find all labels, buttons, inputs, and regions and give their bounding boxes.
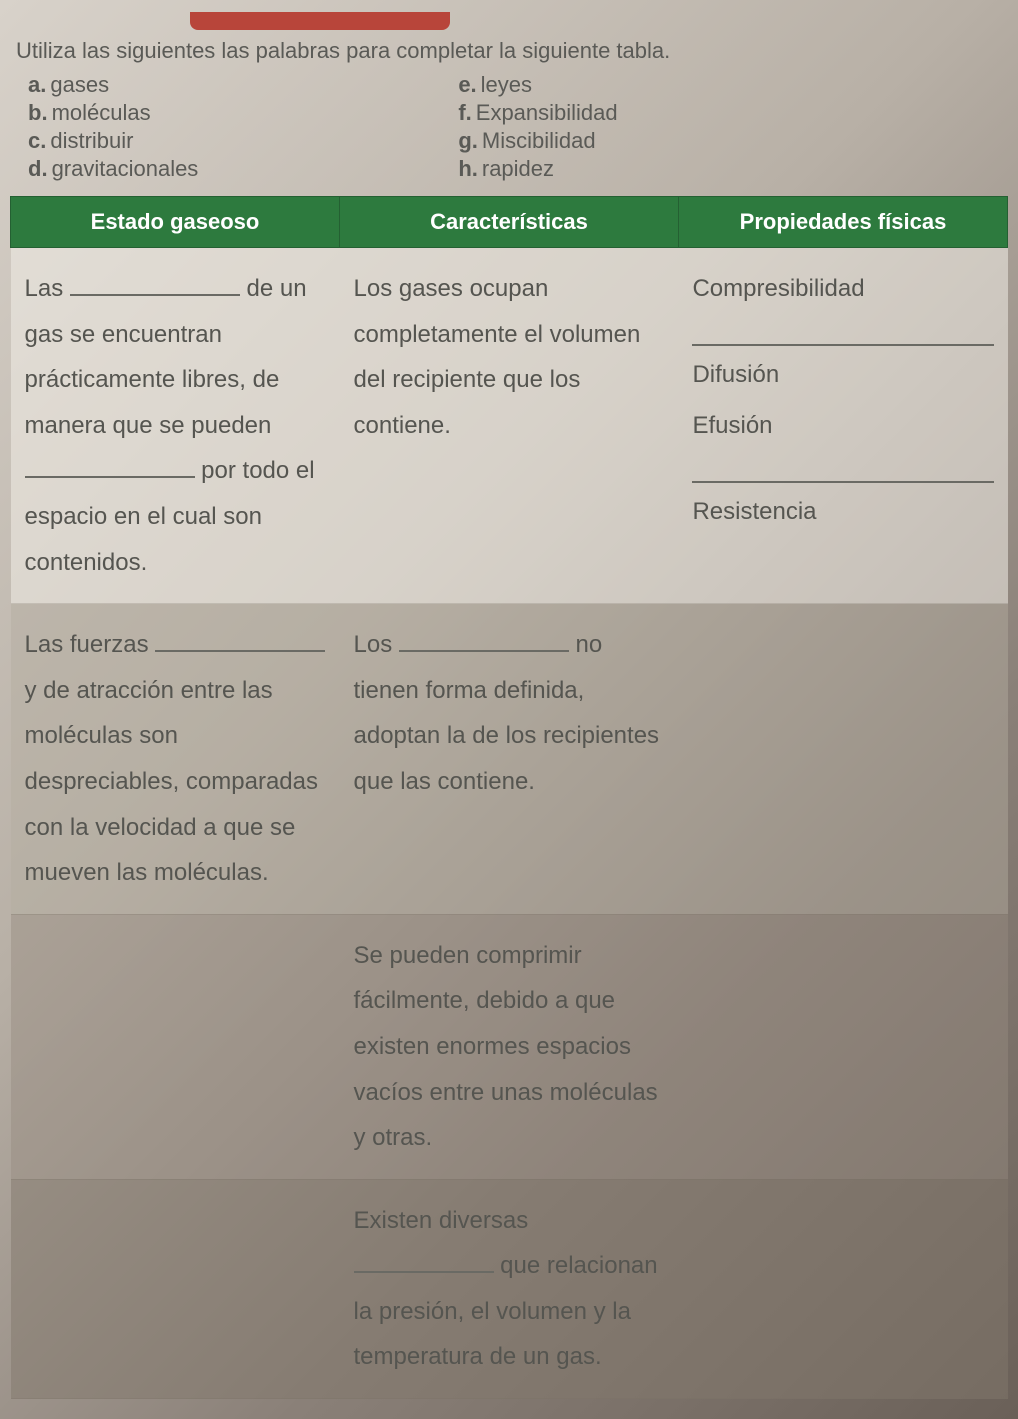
blank-input[interactable] (399, 626, 569, 652)
word-b: b.moléculas (28, 100, 198, 126)
table-header-row: Estado gaseoso Características Propiedad… (11, 197, 1008, 248)
cell-r4c1 (11, 1179, 340, 1398)
instruction-text: Utiliza las siguientes las palabras para… (10, 38, 1008, 64)
blank-input[interactable] (25, 452, 195, 478)
cell-r4c3 (678, 1179, 1007, 1398)
word-f: f.Expansibilidad (458, 100, 617, 126)
table-row: Se pueden comprimir fácilmente, debido a… (11, 914, 1008, 1179)
cell-r2c3 (678, 604, 1007, 915)
worksheet-page: Utiliza las siguientes las palabras para… (0, 0, 1018, 1419)
header-red-tab (190, 12, 450, 30)
table-row: Las de un gas se encuentran prácticament… (11, 248, 1008, 604)
word-c: c.distribuir (28, 128, 198, 154)
blank-input[interactable] (70, 270, 240, 296)
cell-r1c3: Compresibilidad Difusión Efusión Resiste… (678, 248, 1007, 604)
cell-r2c1: Las fuerzas y de atracción entre las mol… (11, 604, 340, 915)
blank-input[interactable] (692, 455, 993, 483)
cell-r3c2: Se pueden comprimir fácilmente, debido a… (340, 914, 679, 1179)
table-row: Existen diversas que relacionan la presi… (11, 1179, 1008, 1398)
header-col3: Propiedades físicas (678, 197, 1007, 248)
blank-input[interactable] (354, 1247, 494, 1273)
blank-input[interactable] (692, 318, 993, 346)
cell-r1c1: Las de un gas se encuentran prácticament… (11, 248, 340, 604)
prop-resistencia: Resistencia (692, 489, 993, 535)
word-bank: a.gases b.moléculas c.distribuir d.gravi… (10, 72, 1008, 182)
word-d: d.gravitacionales (28, 156, 198, 182)
cell-r2c2: Los no tienen forma definida, adoptan la… (340, 604, 679, 915)
prop-compresibilidad: Compresibilidad (692, 266, 993, 312)
cell-r3c3 (678, 914, 1007, 1179)
cell-r1c2: Los gases ocupan completamente el volume… (340, 248, 679, 604)
cell-r4c2: Existen diversas que relacionan la presi… (340, 1179, 679, 1398)
word-bank-right: e.leyes f.Expansibilidad g.Miscibilidad … (458, 72, 617, 182)
word-bank-left: a.gases b.moléculas c.distribuir d.gravi… (28, 72, 198, 182)
prop-difusion: Difusión (692, 352, 993, 398)
header-col2: Características (340, 197, 679, 248)
cell-r3c1 (11, 914, 340, 1179)
header-col1: Estado gaseoso (11, 197, 340, 248)
word-h: h.rapidez (458, 156, 617, 182)
table-row: Las fuerzas y de atracción entre las mol… (11, 604, 1008, 915)
prop-efusion: Efusión (692, 403, 993, 449)
word-g: g.Miscibilidad (458, 128, 617, 154)
word-a: a.gases (28, 72, 198, 98)
fill-table: Estado gaseoso Características Propiedad… (10, 196, 1008, 1399)
blank-input[interactable] (155, 626, 325, 652)
word-e: e.leyes (458, 72, 617, 98)
